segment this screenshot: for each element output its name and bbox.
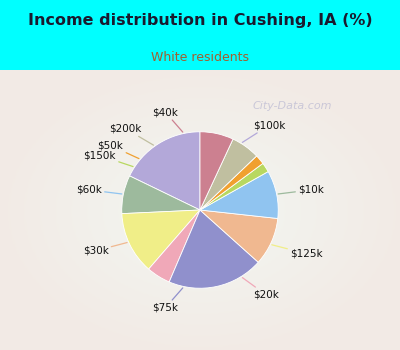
Wedge shape [169, 210, 258, 288]
Text: $10k: $10k [278, 185, 324, 195]
Text: Income distribution in Cushing, IA (%): Income distribution in Cushing, IA (%) [28, 14, 372, 28]
Text: White residents: White residents [151, 51, 249, 64]
Text: $50k: $50k [98, 140, 139, 159]
Text: $200k: $200k [109, 124, 154, 145]
Text: $150k: $150k [84, 150, 133, 167]
Wedge shape [122, 176, 200, 214]
Text: $100k: $100k [242, 120, 286, 142]
Text: $40k: $40k [152, 107, 183, 132]
Wedge shape [200, 163, 268, 210]
Wedge shape [200, 156, 263, 210]
Wedge shape [200, 132, 233, 210]
Wedge shape [200, 210, 278, 262]
Wedge shape [149, 210, 200, 282]
Wedge shape [200, 172, 278, 218]
Text: $30k: $30k [83, 243, 127, 256]
Wedge shape [130, 132, 200, 210]
Text: $20k: $20k [242, 278, 279, 300]
Text: $125k: $125k [272, 245, 323, 259]
Text: $75k: $75k [152, 288, 183, 313]
Wedge shape [122, 210, 200, 269]
Text: City-Data.com: City-Data.com [252, 102, 332, 111]
Wedge shape [200, 139, 256, 210]
Text: $60k: $60k [76, 185, 122, 195]
